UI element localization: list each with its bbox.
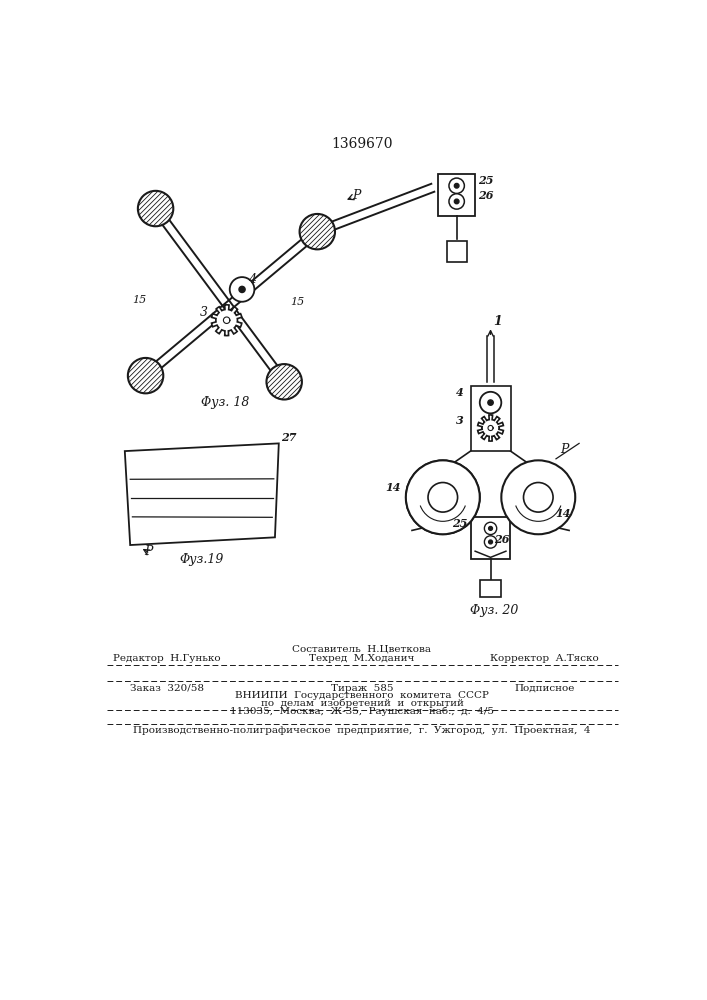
Text: Подписное: Подписное	[514, 684, 575, 693]
Text: 1369670: 1369670	[331, 137, 392, 151]
Circle shape	[300, 214, 335, 249]
Circle shape	[449, 194, 464, 209]
Text: Заказ  320/58: Заказ 320/58	[130, 684, 204, 693]
Text: 14: 14	[385, 482, 401, 493]
Text: 26: 26	[494, 534, 510, 545]
Text: Техред  М.Ходанич: Техред М.Ходанич	[309, 654, 414, 663]
Circle shape	[455, 199, 459, 204]
Circle shape	[489, 540, 493, 544]
Circle shape	[406, 460, 480, 534]
Circle shape	[406, 460, 480, 534]
Polygon shape	[478, 415, 503, 441]
Text: Производственно-полиграфическое  предприятие,  г.  Ужгород,  ул.  Проектная,  4: Производственно-полиграфическое предприя…	[133, 726, 591, 735]
Text: 25: 25	[478, 175, 493, 186]
Circle shape	[138, 191, 173, 226]
Circle shape	[128, 358, 163, 393]
Text: Φуз. 18: Φуз. 18	[201, 396, 249, 409]
Text: Тираж  585: Тираж 585	[331, 684, 393, 693]
Text: P: P	[352, 189, 361, 202]
FancyBboxPatch shape	[438, 174, 475, 216]
Circle shape	[501, 460, 575, 534]
Circle shape	[455, 183, 459, 188]
Text: Составитель  Н.Цветкова: Составитель Н.Цветкова	[293, 644, 431, 653]
Text: 3: 3	[456, 415, 464, 426]
FancyBboxPatch shape	[480, 580, 501, 597]
Circle shape	[489, 526, 493, 530]
Circle shape	[523, 483, 553, 512]
FancyBboxPatch shape	[471, 386, 510, 451]
Circle shape	[239, 286, 245, 293]
Text: 1: 1	[493, 315, 501, 328]
Text: 4: 4	[456, 387, 464, 398]
Circle shape	[484, 522, 497, 535]
Text: ВНИИПИ  Государственного  комитета  СССР: ВНИИПИ Государственного комитета СССР	[235, 691, 489, 700]
Text: 26: 26	[478, 190, 493, 201]
Text: 15: 15	[132, 295, 147, 305]
FancyBboxPatch shape	[447, 241, 467, 262]
Text: по  делам  изобретений  и  открытий: по делам изобретений и открытий	[260, 698, 463, 708]
Text: 27: 27	[281, 432, 297, 443]
Text: Редактор  Н.Гунько: Редактор Н.Гунько	[113, 654, 221, 663]
Polygon shape	[211, 305, 242, 336]
Text: Корректор  А.Тяско: Корректор А.Тяско	[490, 654, 599, 663]
Text: 14: 14	[555, 508, 571, 519]
Circle shape	[484, 536, 497, 548]
Circle shape	[428, 483, 457, 512]
Text: 3: 3	[199, 306, 208, 319]
Text: P: P	[144, 545, 153, 558]
Text: 25: 25	[452, 518, 467, 529]
Circle shape	[267, 364, 302, 400]
Text: 4: 4	[248, 273, 256, 286]
FancyBboxPatch shape	[472, 517, 510, 559]
Text: 113035,  Москва,  Ж-35,  Раушская  наб.,  д.  4/5: 113035, Москва, Ж-35, Раушская наб., д. …	[230, 706, 494, 716]
Circle shape	[449, 178, 464, 193]
Text: Φуз. 20: Φуз. 20	[470, 604, 518, 617]
Circle shape	[230, 277, 255, 302]
Text: P: P	[560, 443, 568, 456]
Circle shape	[480, 392, 501, 413]
Polygon shape	[125, 443, 279, 545]
Circle shape	[433, 488, 452, 507]
Text: 15: 15	[291, 297, 305, 307]
Circle shape	[488, 400, 493, 405]
Text: Φуз.19: Φуз.19	[180, 553, 224, 566]
